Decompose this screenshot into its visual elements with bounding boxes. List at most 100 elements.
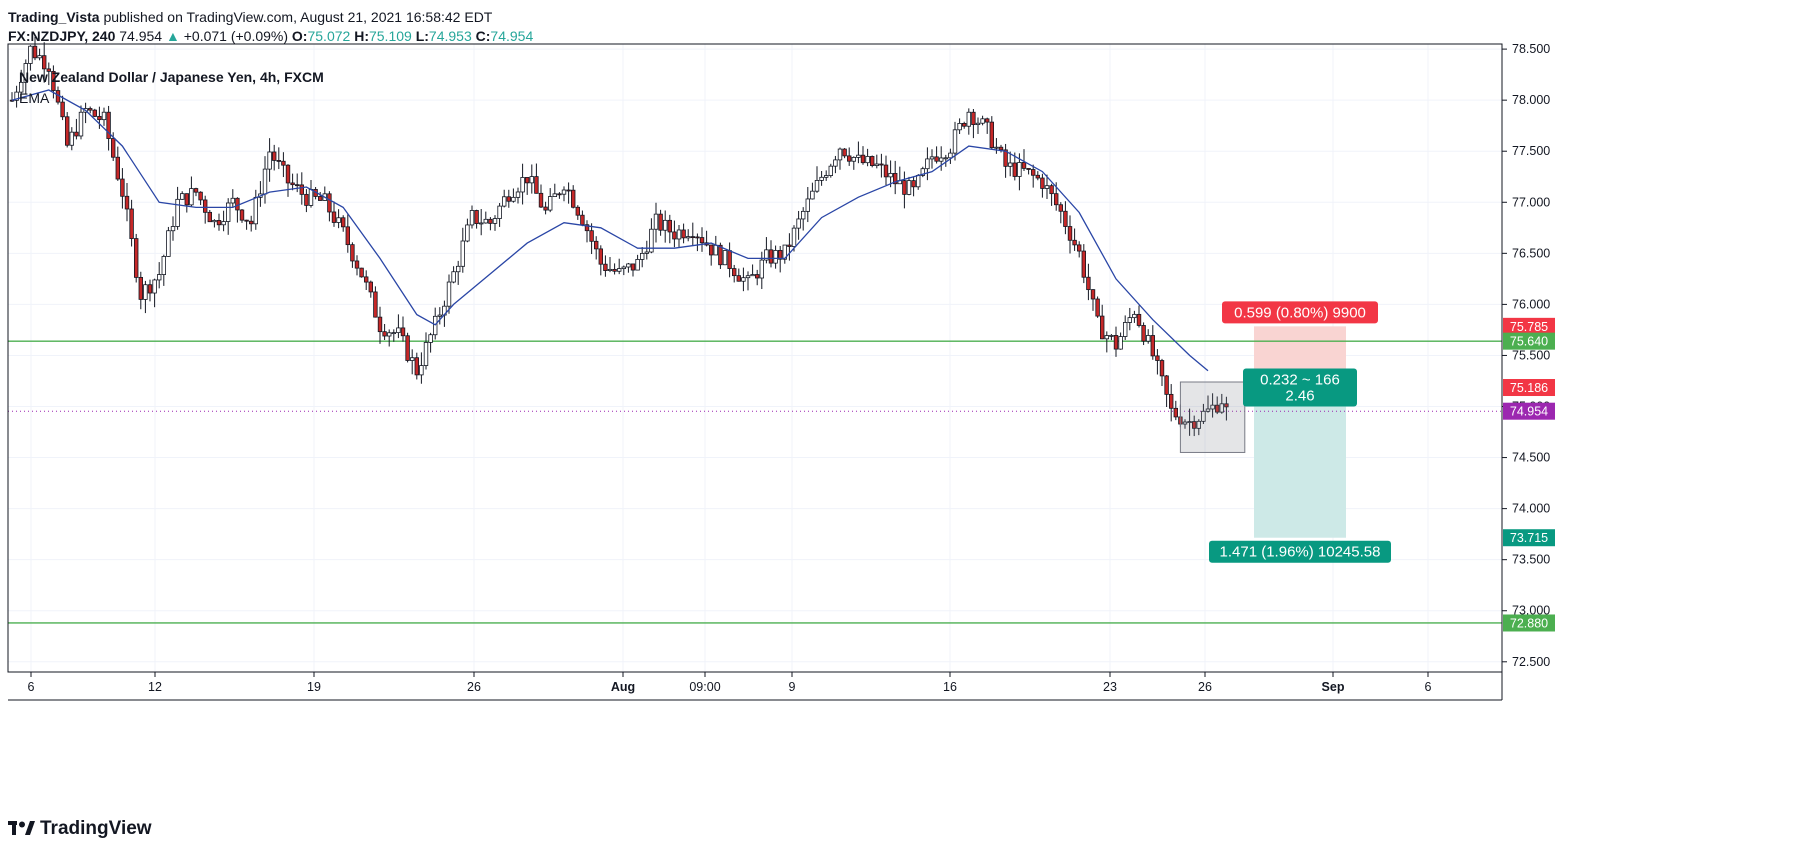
- stop-label-bg: [1222, 301, 1378, 324]
- candle-body: [391, 332, 396, 335]
- candle-body: [934, 156, 939, 162]
- author-name[interactable]: Trading_Vista: [8, 9, 100, 25]
- candle-body: [336, 217, 341, 223]
- candle-body: [340, 217, 346, 228]
- candle-body: [842, 148, 847, 157]
- candle-body: [598, 248, 603, 265]
- change-arrow-icon: ▲: [165, 28, 180, 44]
- candle-body: [492, 218, 498, 224]
- x-tick-label: Sep: [1322, 680, 1345, 694]
- candle-body: [511, 196, 516, 202]
- price-change: +0.071 (+0.09%): [183, 28, 289, 44]
- candle-body: [888, 172, 893, 178]
- candle-body: [175, 198, 180, 227]
- candle-body: [966, 111, 971, 127]
- candle-body: [1109, 335, 1114, 337]
- candle-body: [101, 111, 107, 121]
- candle-body: [1196, 420, 1201, 429]
- candle-body: [1100, 315, 1105, 340]
- candle-body: [975, 122, 981, 126]
- candle-body: [483, 218, 488, 224]
- take-profit-zone: [1254, 387, 1346, 538]
- stop-label: 0.599 (0.80%) 9900: [1234, 304, 1366, 321]
- candle-body: [1017, 162, 1022, 177]
- horizontal-lines[interactable]: [8, 340, 1502, 624]
- candle-body: [1155, 355, 1160, 361]
- candle-body: [478, 222, 484, 225]
- consolidation-box[interactable]: [1179, 381, 1246, 453]
- candle-body: [359, 267, 364, 278]
- y-tick-label: 78.500: [1512, 42, 1550, 56]
- candle-body: [916, 175, 921, 188]
- candle-body: [1201, 410, 1206, 422]
- candle-body: [354, 260, 360, 269]
- candle-body: [92, 109, 97, 117]
- candle-body: [69, 131, 74, 146]
- candle-body: [193, 188, 199, 193]
- candle-body: [1224, 403, 1229, 408]
- candle-body: [501, 196, 507, 207]
- x-tick-label: 19: [307, 680, 321, 694]
- candle-body: [14, 91, 19, 101]
- low-label: L:: [415, 28, 429, 44]
- candle-body: [299, 184, 304, 195]
- candle-body: [497, 205, 502, 219]
- candle-body: [179, 193, 185, 200]
- candle-body: [515, 191, 521, 198]
- x-tick-label: 6: [28, 680, 35, 694]
- candle-body: [538, 192, 544, 208]
- candle-body: [1026, 167, 1031, 170]
- candle-body: [971, 111, 976, 126]
- candle-body: [152, 279, 157, 294]
- candle-body: [363, 276, 369, 283]
- candle-body: [791, 227, 797, 247]
- candle-body: [580, 214, 585, 226]
- candle-body: [626, 263, 631, 268]
- tradingview-logo[interactable]: TradingView: [8, 818, 152, 840]
- candle-body: [1169, 393, 1174, 409]
- low-value: 74.953: [428, 28, 472, 44]
- candle-body: [345, 226, 350, 246]
- candle-body: [239, 209, 245, 221]
- candle-body: [414, 357, 419, 376]
- candle-body: [428, 334, 433, 343]
- candle-body: [1072, 239, 1077, 246]
- candle-body: [65, 116, 70, 146]
- x-tick-label: 16: [943, 680, 957, 694]
- candle-body: [617, 268, 622, 272]
- position-zones: [1254, 326, 1346, 538]
- candle-body: [147, 284, 153, 294]
- candle-body: [847, 155, 852, 162]
- candle-body: [768, 249, 774, 264]
- candle-body: [902, 180, 907, 195]
- candle-body: [920, 168, 925, 176]
- open-value: 75.072: [307, 28, 351, 44]
- price-tag-bg: [1503, 529, 1555, 547]
- candle-body: [60, 101, 65, 118]
- candle-body: [607, 268, 613, 271]
- candle-body: [548, 196, 553, 211]
- candle-body: [552, 193, 557, 197]
- candle-body: [750, 274, 755, 277]
- candle-body: [658, 213, 663, 231]
- candle-body: [879, 163, 884, 166]
- candle-body: [1063, 210, 1068, 227]
- candle-body: [929, 156, 935, 160]
- candle-body: [1049, 185, 1054, 195]
- candle-body: [285, 164, 291, 184]
- candle-body: [557, 193, 562, 196]
- x-tick-label: 23: [1103, 680, 1117, 694]
- candle-body: [676, 229, 682, 240]
- candle-body: [382, 331, 387, 337]
- candle-body: [837, 148, 843, 161]
- candle-body: [377, 316, 383, 333]
- candle-body: [893, 172, 898, 185]
- candle-body: [709, 244, 714, 256]
- candle-body: [42, 55, 47, 70]
- target-label: 1.471 (1.96%) 10245.58: [1220, 544, 1381, 561]
- candle-body: [460, 240, 465, 267]
- candle-body: [23, 63, 28, 83]
- candle-body: [253, 196, 258, 225]
- indicator-label: EMA: [19, 90, 50, 106]
